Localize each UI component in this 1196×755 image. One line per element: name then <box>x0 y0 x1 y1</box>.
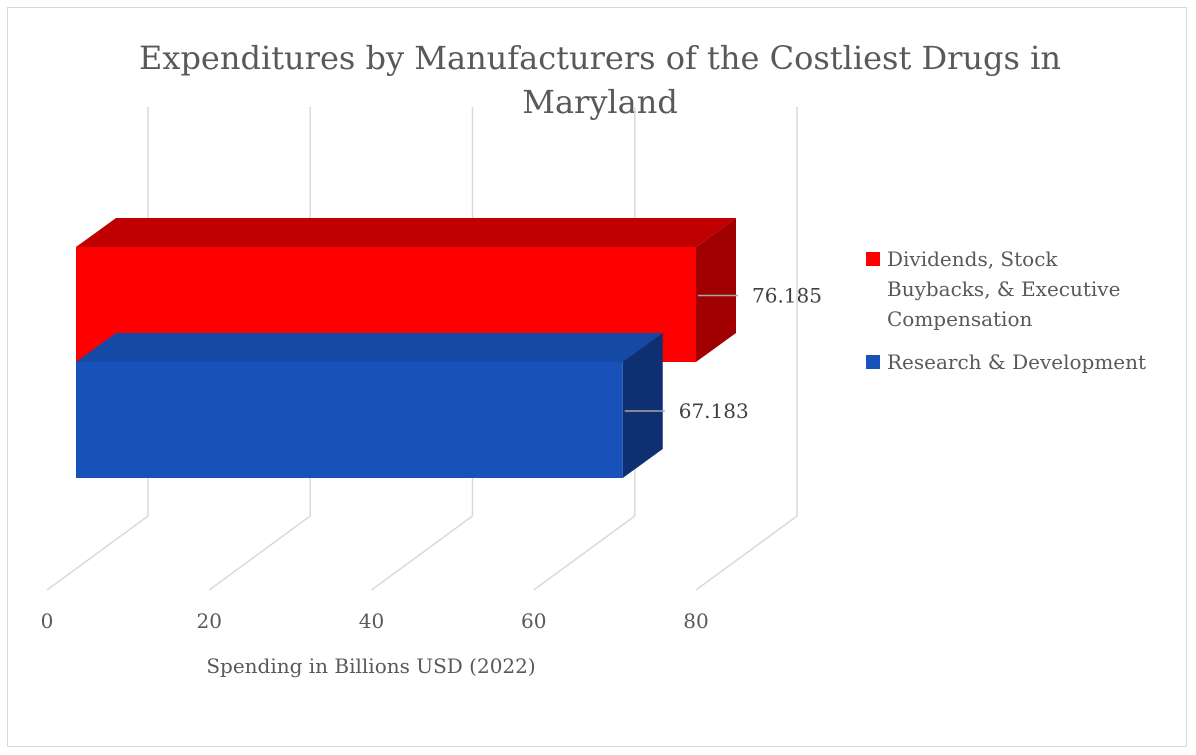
x-tick-label-2: 40 <box>359 609 384 633</box>
gridline-floor-4 <box>695 515 798 591</box>
x-tick-label-1: 20 <box>197 609 222 633</box>
bar-top-dividends <box>76 218 736 247</box>
chart-legend: Dividends, Stock Buybacks, & Executive C… <box>866 244 1166 390</box>
gridline-floor-3 <box>533 515 636 591</box>
bar-top-research <box>76 333 663 362</box>
legend-label-research: Research & Development <box>887 350 1147 374</box>
chart-title: Expenditures by Manufacturers of the Cos… <box>139 39 1061 121</box>
legend-swatch-research <box>866 355 880 369</box>
gridline-floor-1 <box>208 515 311 591</box>
x-tick-label-3: 60 <box>521 609 546 633</box>
bar-side-dividends <box>696 218 736 362</box>
bar-front-research <box>76 362 623 478</box>
data-label-research: 67.183 <box>679 399 749 423</box>
bar-side-research <box>622 333 663 478</box>
x-axis-title: Spending in Billions USD (2022) <box>206 654 535 678</box>
gridline-floor-2 <box>371 515 473 591</box>
x-tick-label-0: 0 <box>41 609 54 633</box>
legend-label-dividends: Dividends, Stock Buybacks, & Executive C… <box>887 247 1121 331</box>
legend-item-research: Research & Development <box>866 347 1166 377</box>
data-label-dividends: 76.185 <box>752 284 822 308</box>
gridline-floor-0 <box>46 515 149 591</box>
x-tick-label-4: 80 <box>683 609 708 633</box>
legend-swatch-dividends <box>866 252 880 266</box>
legend-item-dividends: Dividends, Stock Buybacks, & Executive C… <box>866 244 1166 334</box>
